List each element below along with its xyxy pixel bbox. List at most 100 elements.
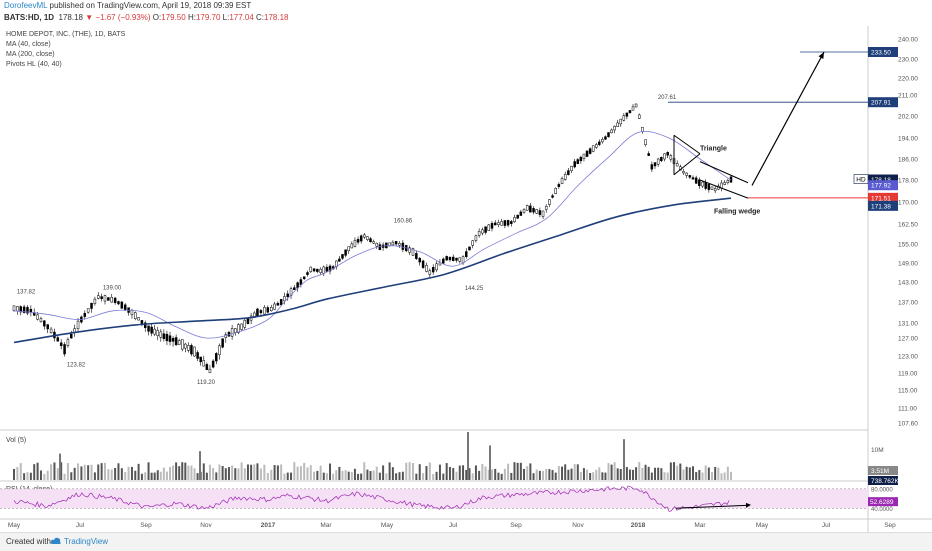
tradingview-brand-link[interactable]: TradingView — [64, 537, 109, 546]
candle-body — [560, 178, 564, 184]
volume-bar — [224, 468, 227, 480]
time-tick-label: May — [8, 522, 21, 529]
candle-body — [117, 301, 120, 305]
symbol-label: BATS:HD, 1D — [4, 13, 55, 22]
candle-body — [177, 340, 181, 345]
volume-bar — [503, 468, 506, 480]
candle-body — [270, 307, 273, 311]
volume-bar — [70, 472, 73, 480]
price-tick-label: 186.00 — [898, 157, 918, 164]
candle-body — [312, 268, 316, 272]
triangle-lower-line — [673, 153, 701, 176]
candle-body — [588, 148, 592, 154]
pivot-label: 137.82 — [17, 289, 36, 295]
candle-body — [363, 234, 366, 238]
volume-bar — [452, 468, 455, 480]
price-tick-label: 123.00 — [898, 354, 918, 361]
volume-bar — [723, 472, 726, 480]
candle-body — [573, 161, 576, 168]
candle-body — [90, 302, 93, 309]
candle-body — [36, 314, 39, 320]
candle-body — [234, 328, 237, 333]
volume-bar — [494, 468, 497, 480]
price-tick-label: 119.00 — [898, 371, 918, 378]
candle-body — [70, 333, 73, 339]
candle-body — [350, 243, 354, 249]
candle-body — [276, 303, 280, 306]
candle-body — [576, 159, 580, 164]
time-tick-label: May — [756, 522, 769, 529]
candle-body — [120, 301, 124, 309]
triangle-label: Triangle — [700, 146, 727, 153]
volume-bar — [293, 462, 296, 480]
candle-body — [610, 129, 613, 134]
volume-bar — [428, 462, 431, 480]
price-tick-label: 211.00 — [898, 93, 918, 100]
volume-bar — [679, 463, 682, 480]
volume-bar — [579, 472, 582, 480]
candle-body — [123, 304, 127, 311]
candle-body — [493, 222, 497, 226]
legend-line: MA (200, close) — [6, 51, 55, 58]
candle-body — [353, 240, 357, 247]
volume-bar — [39, 470, 42, 480]
volume-bar — [564, 464, 567, 480]
candle-body — [415, 253, 418, 259]
time-tick-label: Mar — [320, 522, 332, 529]
volume-bar — [296, 466, 299, 480]
candle-body — [455, 257, 458, 261]
candle-body — [628, 110, 632, 113]
volume-bar — [110, 469, 113, 480]
candle-body — [616, 122, 619, 127]
volume-bar — [147, 462, 150, 480]
candle-body — [619, 118, 623, 125]
volume-bar — [120, 468, 123, 480]
candle-body — [487, 224, 491, 231]
volume-bar — [306, 467, 309, 480]
candle-body — [168, 335, 172, 342]
volume-bar — [526, 466, 529, 480]
volume-bar — [80, 466, 83, 480]
candle-body — [156, 330, 159, 336]
volume-bar — [303, 462, 306, 480]
candle-body — [451, 256, 455, 261]
candle-body — [481, 229, 484, 234]
price-axis: 107.60 111.00 115.00 119.00 123.00 127.00 131.… — [898, 37, 918, 428]
volume-bar — [29, 472, 32, 480]
pivot-label: 119.20 — [197, 380, 216, 386]
price-tick-label: 230.00 — [898, 57, 918, 64]
volume-bar — [692, 466, 695, 480]
volume-bar — [669, 462, 672, 480]
time-axis: May Jul Sep Nov 2017 Mar May Jul Sep Nov 2018 Mar Ma… — [8, 522, 896, 529]
volume-bar — [468, 468, 471, 480]
candle-body — [682, 171, 685, 174]
volume-bar — [654, 467, 657, 480]
candle-body — [230, 328, 234, 337]
price-tick-label: 137.00 — [898, 300, 918, 307]
volume-bar — [641, 467, 644, 480]
candle-body — [604, 136, 607, 140]
volume-bar — [610, 464, 613, 480]
volume-bar — [698, 470, 701, 480]
candle-body — [497, 222, 500, 226]
price-tick-label: 162.50 — [898, 222, 918, 229]
volume-bar — [391, 467, 394, 480]
rsi-tag-label: 52.6289 — [870, 499, 894, 506]
volume-bar — [218, 464, 221, 480]
volume-bar — [23, 473, 26, 480]
volume-bar — [695, 472, 698, 480]
candle-body — [532, 208, 535, 213]
candle-body — [431, 267, 435, 273]
volume-bar — [726, 466, 729, 480]
volume-bar — [46, 470, 49, 480]
volume-bar — [56, 468, 59, 480]
volume-bar — [598, 467, 601, 480]
volume-bar — [150, 472, 153, 480]
candle-body — [63, 344, 66, 355]
volume-legend: Vol (5) — [6, 437, 26, 444]
candle-body — [273, 303, 276, 310]
author-link[interactable]: DorofeevML — [4, 1, 48, 10]
volume-bar — [63, 473, 66, 480]
chart-area[interactable]: HOME DEPOT, INC. (THE), 1D, BATS MA (40, … — [0, 26, 932, 532]
candle-body — [723, 182, 726, 185]
